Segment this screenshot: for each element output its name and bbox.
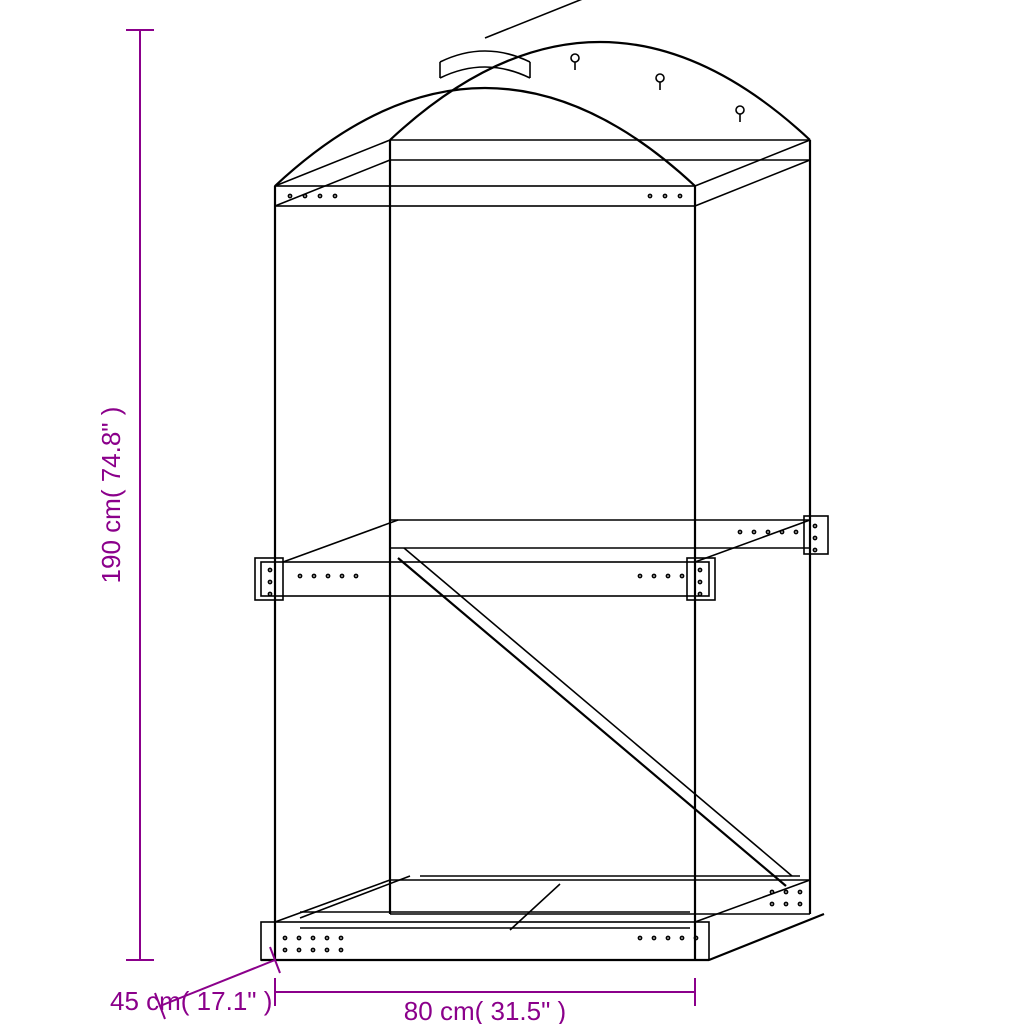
dimension-depth-label: 45 cm( 17.1" ) — [110, 986, 272, 1016]
dimension-height: 190 cm( 74.8" ) — [96, 30, 154, 960]
dimension-height-label: 190 cm( 74.8" ) — [96, 407, 126, 584]
dimension-depth: 45 cm( 17.1" ) — [110, 947, 280, 1019]
dimension-width-label: 80 cm( 31.5" ) — [404, 996, 566, 1024]
dimension-width: 80 cm( 31.5" ) — [275, 978, 695, 1024]
dimension-diagram: 190 cm( 74.8" ) 45 cm( 17.1" ) 80 cm( 31… — [0, 0, 1024, 1024]
product-outline — [255, 0, 828, 960]
